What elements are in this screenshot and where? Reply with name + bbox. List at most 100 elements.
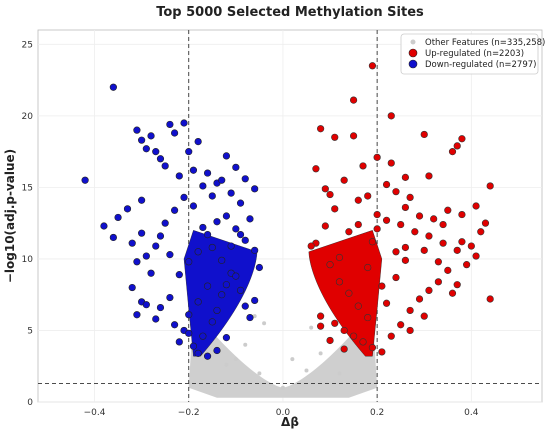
- other-feature-point: [262, 321, 267, 326]
- plot-area: [37, 29, 543, 403]
- down-regulated-point: [152, 315, 160, 323]
- down-regulated-point: [218, 176, 226, 184]
- down-regulated-point: [208, 318, 216, 326]
- up-regulated-point: [354, 196, 362, 204]
- up-regulated-point: [382, 216, 391, 224]
- down-regulated-point: [109, 83, 117, 91]
- down-regulated-point: [213, 218, 221, 226]
- down-regulated-point: [142, 145, 150, 153]
- down-regulated-point: [185, 311, 193, 319]
- other-feature-point: [224, 362, 229, 367]
- down-regulated-point: [208, 243, 216, 252]
- down-regulated-point: [138, 196, 146, 204]
- down-regulated-point: [213, 306, 221, 315]
- grid-lines: [38, 30, 542, 403]
- down-regulated-point: [203, 169, 212, 177]
- up-regulated-point: [378, 348, 386, 356]
- up-regulated-point: [382, 299, 391, 307]
- up-regulated-point: [401, 256, 410, 264]
- legend: Other Features (n=335,258) Up-regulated …: [400, 33, 545, 75]
- down-regulated-point: [100, 222, 108, 230]
- other-feature-point: [257, 371, 262, 376]
- down-regulated-point: [133, 311, 141, 319]
- up-regulated-point: [359, 162, 367, 170]
- legend-label-down: Down-regulated (n=2797): [425, 60, 536, 70]
- chart-title: Top 5000 Selected Methylation Sites: [156, 5, 424, 20]
- up-regulated-point: [439, 220, 447, 229]
- up-regulated-point: [345, 228, 353, 236]
- other-feature-point: [252, 314, 257, 319]
- y-tick-label: 0: [27, 398, 33, 408]
- up-regulated-point: [321, 185, 329, 193]
- down-regulated-point: [152, 148, 160, 156]
- up-regulated-point: [364, 263, 372, 272]
- up-regulated-point: [321, 222, 329, 230]
- down-regulated-point: [222, 334, 231, 342]
- down-regulated-point: [185, 148, 193, 156]
- down-regulated-point: [156, 303, 165, 312]
- up-regulated-point: [359, 338, 367, 346]
- down-regulated-point: [232, 272, 240, 280]
- down-regulated-point: [203, 282, 212, 290]
- down-regulated-point: [194, 138, 202, 146]
- down-regulated-point: [170, 321, 179, 329]
- down-regulated-point: [147, 269, 155, 277]
- y-tick-label: 20: [22, 112, 34, 122]
- up-regulated-point: [392, 188, 400, 196]
- legend-marker-up: [408, 48, 418, 58]
- down-regulated-point: [227, 242, 235, 250]
- down-regulated-point: [166, 293, 174, 302]
- up-regulated-point: [434, 258, 442, 266]
- up-regulated-point: [335, 253, 344, 262]
- down-regulated-point: [241, 236, 249, 244]
- down-regulated-point: [185, 329, 193, 337]
- down-regulated-point: [133, 126, 141, 134]
- up-regulated-point: [326, 190, 334, 199]
- down-regulated-point: [133, 258, 141, 266]
- up-regulated-point: [368, 344, 377, 352]
- up-regulated-point: [444, 266, 452, 274]
- y-tick-label: 5: [27, 326, 33, 336]
- legend-box: [400, 33, 539, 75]
- down-regulated-point: [218, 291, 226, 299]
- down-regulated-point: [161, 219, 169, 227]
- up-regulated-point: [397, 321, 405, 329]
- down-regulated-point: [241, 175, 249, 183]
- down-regulated-point: [199, 182, 207, 190]
- down-regulated-points: [81, 83, 263, 360]
- up-regulated-point: [458, 135, 466, 143]
- up-regulated-point: [397, 220, 405, 229]
- up-regulated-point: [486, 295, 494, 303]
- up-regulated-point: [415, 295, 424, 303]
- up-regulated-point: [453, 246, 461, 254]
- down-regulated-point: [251, 185, 259, 193]
- legend-marker-other: [410, 39, 416, 45]
- other-feature-point: [337, 371, 342, 376]
- down-regulated-point: [170, 206, 179, 214]
- up-regulated-point: [340, 345, 348, 353]
- up-regulated-point: [368, 62, 377, 70]
- up-regulated-point: [434, 278, 442, 286]
- down-regulated-point: [166, 251, 174, 259]
- up-regulated-point: [387, 112, 395, 120]
- legend-label-other: Other Features (n=335,258): [425, 38, 545, 48]
- up-regulated-point: [340, 176, 348, 184]
- up-regulated-point: [481, 219, 490, 227]
- up-regulated-point: [340, 326, 348, 335]
- up-regulated-point: [354, 302, 362, 310]
- down-regulated-point: [81, 176, 89, 184]
- x-tick-label: 0.4: [464, 408, 479, 418]
- down-regulated-point: [175, 338, 183, 346]
- up-regulated-point: [472, 252, 480, 260]
- up-regulated-point: [331, 205, 339, 213]
- down-regulated-point: [213, 346, 221, 355]
- down-regulated-point: [227, 189, 235, 197]
- down-regulated-point: [170, 129, 179, 137]
- down-regulated-point: [189, 342, 198, 350]
- other-features-cloud: [188, 310, 378, 398]
- up-regulated-point: [349, 332, 358, 340]
- y-ticks: 0 5 10 15 20 25: [22, 40, 34, 408]
- down-regulated-point: [138, 229, 146, 237]
- up-regulated-point: [401, 203, 410, 212]
